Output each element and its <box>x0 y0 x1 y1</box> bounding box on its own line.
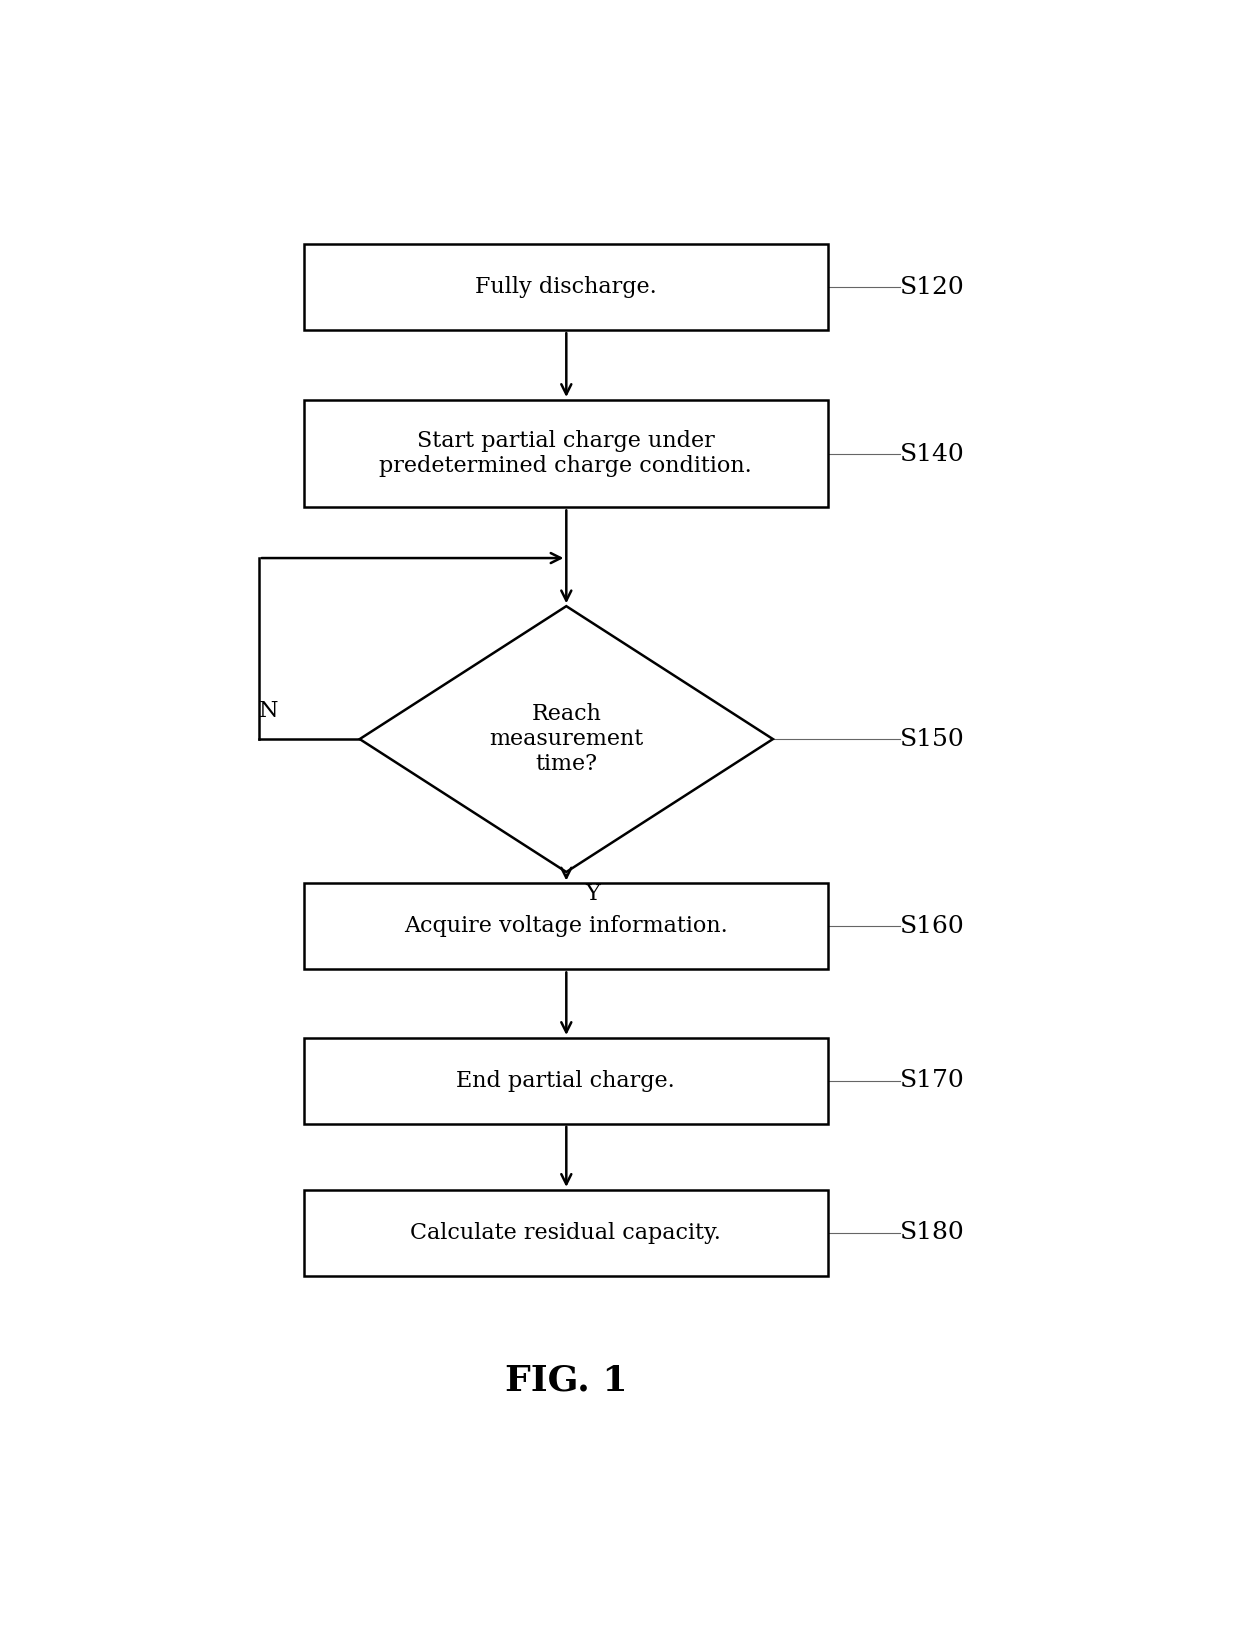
FancyBboxPatch shape <box>304 243 828 330</box>
Text: End partial charge.: End partial charge. <box>456 1070 676 1092</box>
Text: Fully discharge.: Fully discharge. <box>475 276 657 298</box>
Text: S160: S160 <box>900 916 965 939</box>
Text: FIG. 1: FIG. 1 <box>505 1365 627 1397</box>
Text: S180: S180 <box>900 1221 965 1245</box>
FancyBboxPatch shape <box>304 399 828 508</box>
FancyBboxPatch shape <box>304 1190 828 1276</box>
Text: Acquire voltage information.: Acquire voltage information. <box>404 916 728 937</box>
Text: Start partial charge under
predetermined charge condition.: Start partial charge under predetermined… <box>379 431 753 477</box>
Text: S140: S140 <box>900 442 965 465</box>
Text: N: N <box>259 700 278 722</box>
Text: S150: S150 <box>900 728 965 751</box>
Polygon shape <box>360 607 773 871</box>
Text: S170: S170 <box>900 1069 965 1092</box>
Text: Calculate residual capacity.: Calculate residual capacity. <box>410 1221 722 1245</box>
FancyBboxPatch shape <box>304 1037 828 1124</box>
Text: Y: Y <box>585 883 600 906</box>
Text: Reach
measurement
time?: Reach measurement time? <box>490 702 644 776</box>
Text: S120: S120 <box>900 276 965 299</box>
FancyBboxPatch shape <box>304 883 828 970</box>
